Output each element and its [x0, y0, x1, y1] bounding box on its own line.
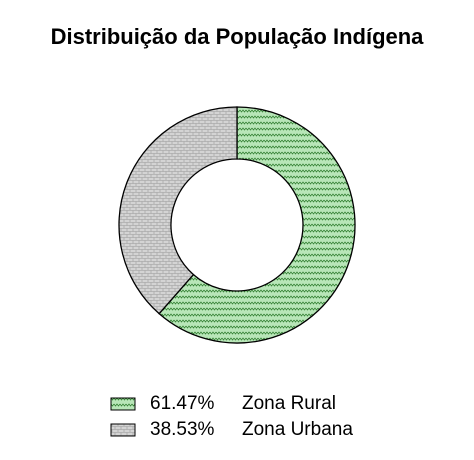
- chart-title: Distribuição da População Indígena: [51, 24, 425, 49]
- donut-slice: [158, 106, 356, 344]
- donut-slice: [118, 106, 238, 315]
- legend-label: Zona Urbana: [242, 419, 353, 440]
- legend-value: 61.47%: [150, 393, 215, 414]
- legend-swatch: [110, 423, 136, 437]
- legend-value: 38.53%: [150, 419, 215, 440]
- legend-label: Zona Rural: [242, 393, 336, 414]
- legend-swatch: [110, 397, 136, 411]
